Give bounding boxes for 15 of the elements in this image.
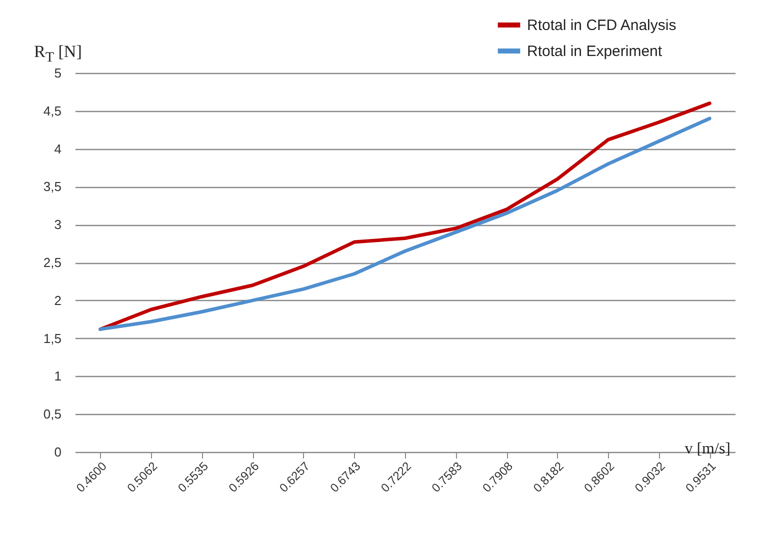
y-tick-label: 4 (54, 141, 62, 156)
y-tick-label: 2,5 (43, 255, 62, 270)
y-tick-label: 0,5 (43, 406, 62, 422)
y-tick-label: 0 (54, 444, 62, 460)
y-tick-label: 2 (54, 292, 62, 308)
y-tick-label: 1,5 (43, 330, 62, 346)
y-tick-label: 3 (54, 217, 62, 232)
x-axis-title: v [m/s] (684, 440, 730, 458)
legend-label: Rtotal in CFD Analysis (527, 17, 676, 34)
y-tick-label: 5 (54, 66, 62, 80)
y-tick-label: 3,5 (43, 179, 62, 194)
legend-label: Rtotal in Experiment (527, 43, 663, 60)
y-tick-label: 1 (54, 368, 62, 384)
y-tick-label: 4,5 (43, 103, 62, 118)
y-axis-title: R$_{T}$ [N] (34, 42, 82, 66)
